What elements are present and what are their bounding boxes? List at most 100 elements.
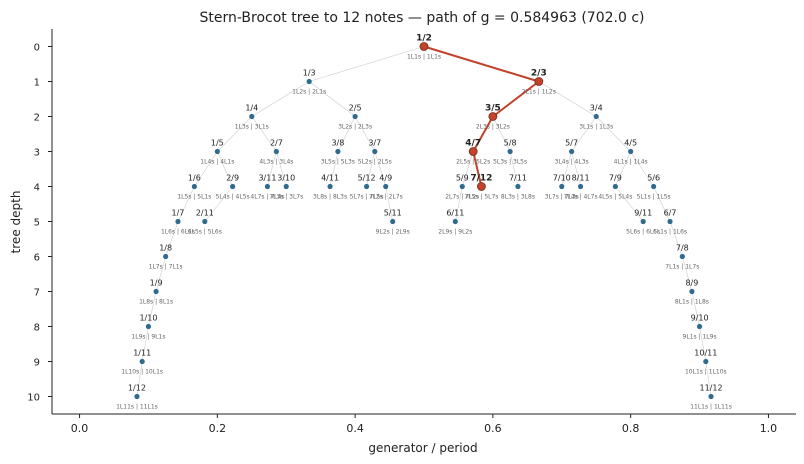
tree-node-point xyxy=(153,288,159,295)
node-fraction-label: 9/10 xyxy=(691,314,709,323)
tree-edge xyxy=(141,326,149,362)
tree-edge xyxy=(538,81,597,117)
node-fraction-label: 1/9 xyxy=(150,279,163,288)
tree-node-point xyxy=(363,183,370,190)
node-fraction-label: 7/8 xyxy=(676,244,689,253)
node-mos-label: 7L5s | 5L7s xyxy=(464,194,498,201)
chart-title: Stern-Brocot tree to 12 notes — path of … xyxy=(199,10,644,26)
node-fraction-label: 1/12 xyxy=(128,384,146,393)
tree-node-point xyxy=(452,218,458,225)
node-fraction-label: 7/11 xyxy=(509,174,527,183)
y-tick-label: 1 xyxy=(34,78,40,89)
node-fraction-label: 4/5 xyxy=(624,139,637,148)
tree-node-point xyxy=(569,148,575,155)
tree-node-point xyxy=(175,218,181,225)
node-mos-label: 4L5s | 5L4s xyxy=(598,194,632,201)
tree-nodes: 1/2 1L1s | 1L1s 1/3 1L2s | 2L1s 2/3 2L1s | 1L… xyxy=(116,34,732,411)
x-axis-label: generator / period xyxy=(368,441,477,455)
tree-node-point xyxy=(515,183,521,190)
tree-edge xyxy=(366,151,376,187)
node-fraction-label: 8/9 xyxy=(685,279,698,288)
y-tick-label: 10 xyxy=(27,393,40,404)
tree-edge xyxy=(204,186,233,222)
tree-edge xyxy=(165,221,179,257)
node-fraction-label: 5/6 xyxy=(647,174,660,183)
tree-node-point xyxy=(214,148,220,155)
node-fraction-label: 4/7 xyxy=(465,139,481,149)
tree-node-point xyxy=(352,113,358,120)
node-mos-label: 1L5s | 5L1s xyxy=(177,194,211,201)
tree-edge xyxy=(136,361,143,397)
tree-edge xyxy=(155,256,166,292)
node-fraction-label: 1/6 xyxy=(188,174,201,183)
tree-edge xyxy=(630,151,654,187)
node-mos-label: 6L1s | 1L6s xyxy=(653,229,687,236)
tree-node-point xyxy=(145,323,152,330)
node-fraction-label: 9/11 xyxy=(634,209,652,218)
path-node-point xyxy=(534,77,544,86)
tree-node-point xyxy=(230,183,236,190)
node-mos-label: 1L7s | 7L1s xyxy=(149,264,183,271)
node-fraction-label: 11/12 xyxy=(700,384,723,393)
node-fraction-label: 1/8 xyxy=(159,244,172,253)
node-mos-label: 2L3s | 3L2s xyxy=(476,124,510,131)
tree-edge xyxy=(385,186,393,222)
tree-edge xyxy=(337,116,356,152)
tree-node-point xyxy=(306,78,312,85)
x-tick-label: 0.4 xyxy=(346,422,364,435)
tree-node-point xyxy=(689,288,695,295)
node-mos-label: 1L9s | 9L1s xyxy=(131,334,165,341)
tree-node-point xyxy=(628,148,634,155)
tree-edge xyxy=(148,291,157,327)
tree-edge xyxy=(571,116,597,152)
x-tick-label: 0.0 xyxy=(71,422,89,435)
x-tick-label: 0.2 xyxy=(209,422,227,435)
tree-edge xyxy=(251,116,277,152)
tree-node-point xyxy=(335,148,341,155)
tree-node-point xyxy=(134,393,140,400)
tree-edge xyxy=(309,81,356,117)
node-fraction-label: 6/7 xyxy=(664,209,677,218)
node-mos-label: 7L3s | 3L7s xyxy=(269,194,303,201)
tree-node-point xyxy=(273,148,279,155)
tree-edge xyxy=(374,151,387,187)
node-mos-label: 1L4s | 4L1s xyxy=(200,159,234,166)
y-tick-label: 8 xyxy=(34,323,40,334)
node-fraction-label: 10/11 xyxy=(694,349,717,358)
node-fraction-label: 7/12 xyxy=(470,174,492,184)
y-tick-label: 2 xyxy=(34,113,40,124)
node-fraction-label: 3/8 xyxy=(331,139,344,148)
tree-edge xyxy=(276,151,287,187)
tree-node-point xyxy=(372,148,378,155)
node-mos-label: 3L7s | 7L3s xyxy=(545,194,579,201)
generator-path xyxy=(423,45,540,187)
node-fraction-label: 5/8 xyxy=(504,139,517,148)
node-mos-label: 4L1s | 1L4s xyxy=(614,159,648,166)
node-mos-label: 8L1s | 1L8s xyxy=(675,299,709,306)
path-node-point xyxy=(488,112,498,121)
node-fraction-label: 5/12 xyxy=(358,174,376,183)
tree-node-point xyxy=(264,183,271,190)
tree-edge xyxy=(251,81,310,117)
node-fraction-label: 1/7 xyxy=(172,209,185,218)
node-fraction-label: 7/9 xyxy=(609,174,622,183)
node-mos-label: 3L1s | 1L3s xyxy=(579,124,613,131)
y-tick-label: 3 xyxy=(34,148,40,159)
tree-node-point xyxy=(139,358,145,365)
tree-node-point xyxy=(679,253,685,260)
node-mos-label: 1L1s | 1L1s xyxy=(407,54,441,61)
tree-edge xyxy=(596,116,631,152)
tree-node-point xyxy=(640,218,646,225)
node-fraction-label: 3/7 xyxy=(368,139,381,148)
node-mos-label: 2L9s | 9L2s xyxy=(438,229,472,236)
node-mos-label: 1L11s | 11L1s xyxy=(116,404,158,411)
tree-node-point xyxy=(593,113,599,120)
tree-node-point xyxy=(163,253,169,260)
node-mos-label: 1L6s | 6L1s xyxy=(161,229,195,236)
tree-edge xyxy=(653,186,671,222)
node-fraction-label: 5/9 xyxy=(456,174,469,183)
tree-edge xyxy=(699,326,707,362)
node-fraction-label: 1/4 xyxy=(245,104,258,113)
node-mos-label: 2L1s | 1L2s xyxy=(522,89,556,96)
